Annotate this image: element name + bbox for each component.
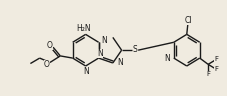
Text: S: S <box>133 45 137 54</box>
Text: N: N <box>102 36 107 45</box>
Text: O: O <box>47 41 53 50</box>
Text: N: N <box>83 67 89 76</box>
Text: N: N <box>117 58 123 67</box>
Text: N: N <box>164 54 170 63</box>
Text: Cl: Cl <box>185 16 192 25</box>
Text: F: F <box>206 71 210 77</box>
Text: F: F <box>214 66 218 72</box>
Text: O: O <box>44 60 50 69</box>
Text: N: N <box>97 49 103 58</box>
Text: H₂N: H₂N <box>76 24 91 33</box>
Text: F: F <box>214 56 218 62</box>
